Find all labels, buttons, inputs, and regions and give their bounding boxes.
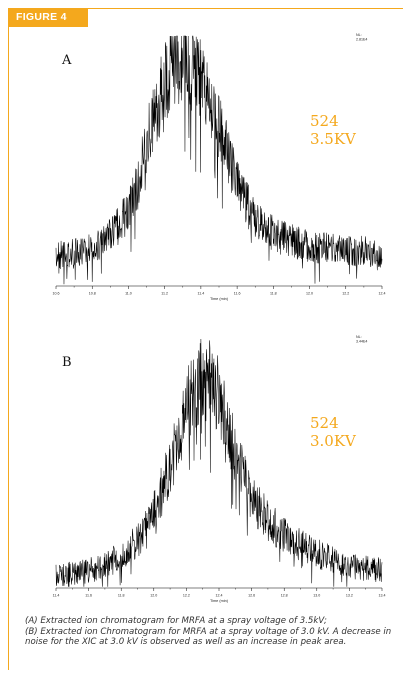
nl-label: NL: (356, 335, 362, 339)
x-tick-label: 12.4 (379, 292, 386, 296)
x-axis-label: Time (min) (210, 297, 229, 301)
voltage-annotation: 524 (310, 112, 339, 130)
x-tick-label: 11.4 (53, 594, 60, 598)
x-tick-label: 11.6 (85, 594, 92, 598)
voltage-annotation: 3.5KV (310, 130, 357, 148)
voltage-annotation: 524 (310, 414, 339, 432)
x-tick-label: 12.0 (150, 594, 157, 598)
nl-value: 3.44E4 (356, 340, 367, 344)
panel-label: B (62, 355, 72, 370)
x-tick-label: 11.4 (198, 292, 205, 296)
caption-line-b: (B) Extracted ion Chromatogram for MRFA … (25, 626, 392, 648)
x-tick-label: 12.6 (248, 594, 255, 598)
chromatogram-trace (55, 35, 383, 285)
x-tick-label: 10.6 (53, 292, 60, 296)
frame-top-rule (8, 8, 403, 9)
frame-left-rule (8, 8, 9, 670)
x-tick-label: 11.2 (161, 292, 168, 296)
figure-caption: (A) Extracted ion chromatogram for MRFA … (25, 616, 397, 648)
chromatogram-a: 10.6 10.8 11.0 11.2 11.4 11.6 11.8 12.0 12.2 12.4… (53, 33, 386, 301)
nl-label: NL: (356, 33, 362, 37)
x-tick-label: 10.8 (89, 292, 96, 296)
voltage-annotation: 3.0KV (310, 432, 357, 450)
panel-label: A (61, 53, 72, 68)
x-tick-label: 13.0 (313, 594, 320, 598)
nl-value: 2.81E4 (356, 38, 367, 42)
x-tick-label: 13.2 (346, 594, 353, 598)
x-tick-label: 12.2 (183, 594, 190, 598)
x-tick-label: 12.8 (281, 594, 288, 598)
x-tick-label: 13.4 (379, 594, 386, 598)
x-tick-label: 11.6 (234, 292, 241, 296)
x-tick-label: 11.8 (270, 292, 277, 296)
chromatogram-b: 11.4 11.6 11.8 12.0 12.2 12.4 12.6 12.8 13.0 13.2… (53, 335, 386, 603)
x-tick-label: 12.0 (306, 292, 313, 296)
x-tick-label: 11.0 (125, 292, 132, 296)
chromatogram-trace (55, 338, 383, 587)
figure-label: FIGURE 4 (8, 8, 88, 27)
x-tick-label: 12.2 (342, 292, 349, 296)
caption-line-a: (A) Extracted ion chromatogram for MRFA … (25, 616, 327, 626)
x-tick-label: 12.4 (216, 594, 223, 598)
x-axis-label: Time (min) (210, 599, 229, 603)
x-tick-label: 11.8 (118, 594, 125, 598)
